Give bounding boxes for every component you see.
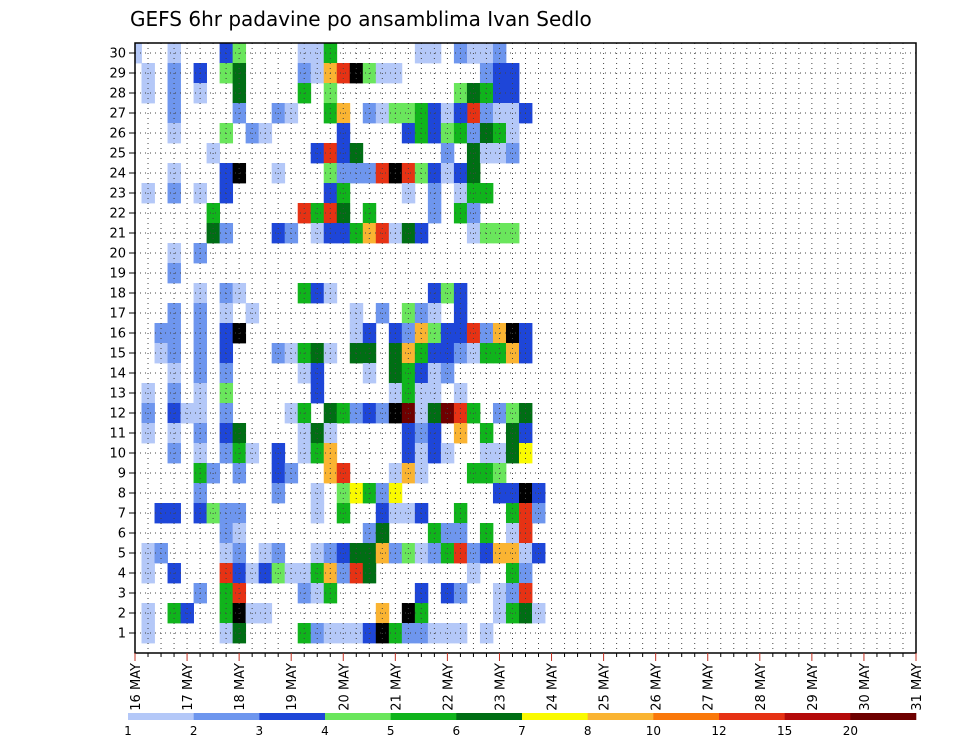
y-tick-label: 20 — [109, 247, 126, 262]
x-axis-ticks: 16 MAY 17 MAY 18 MAY 19 MAY 20 MAY 21 MAY 22 M… — [129, 653, 925, 711]
legend-label: 4 — [321, 724, 329, 738]
y-tick-label: 26 — [109, 127, 126, 142]
y-tick-label: 10 — [109, 447, 126, 462]
y-tick-label: 13 — [109, 387, 126, 402]
y-tick-label: 1 — [118, 627, 126, 642]
x-tick-label: 31 MAY — [910, 663, 925, 711]
x-tick-label: 29 MAY — [806, 663, 821, 711]
legend-swatch — [784, 713, 851, 720]
y-tick-label: 6 — [118, 527, 126, 542]
chart-title: GEFS 6hr padavine po ansamblima Ivan Sed… — [130, 7, 592, 31]
color-legend: 1 2 3 4 5 6 7 8 10 12 15 20 — [124, 713, 917, 738]
legend-label: 7 — [518, 724, 526, 738]
y-tick-label: 3 — [118, 587, 126, 602]
x-tick-label: 19 MAY — [285, 663, 300, 711]
y-tick-label: 11 — [109, 427, 126, 442]
legend-label: 3 — [256, 724, 264, 738]
heatmap-cell — [135, 43, 142, 64]
legend-swatch — [456, 713, 523, 720]
y-tick-label: 8 — [118, 487, 126, 502]
y-tick-label: 2 — [118, 607, 126, 622]
legend-swatch — [259, 713, 326, 720]
y-tick-label: 18 — [109, 287, 126, 302]
dotted-grid — [135, 43, 916, 653]
x-tick-label: 27 MAY — [702, 663, 717, 711]
x-tick-label: 21 MAY — [389, 663, 404, 711]
legend-swatch — [128, 713, 194, 720]
y-tick-label: 28 — [109, 87, 126, 102]
x-tick-label: 17 MAY — [181, 663, 196, 711]
y-tick-label: 7 — [118, 507, 126, 522]
y-tick-label: 22 — [109, 207, 126, 222]
legend-label: 2 — [190, 724, 198, 738]
legend-swatch — [390, 713, 457, 720]
legend-label: 10 — [646, 724, 661, 738]
y-tick-label: 27 — [109, 107, 126, 122]
x-tick-label: 28 MAY — [754, 663, 769, 711]
x-tick-label: 16 MAY — [129, 663, 144, 711]
legend-label: 15 — [777, 724, 792, 738]
x-tick-label: 24 MAY — [546, 663, 561, 711]
legend-swatch — [587, 713, 654, 720]
legend-label: 1 — [124, 724, 132, 738]
x-tick-label: 20 MAY — [337, 663, 352, 711]
x-tick-label: 25 MAY — [598, 663, 613, 711]
x-tick-label: 26 MAY — [650, 663, 665, 711]
y-tick-label: 24 — [109, 167, 126, 182]
y-tick-label: 14 — [109, 367, 126, 382]
x-tick-label: 23 MAY — [493, 663, 508, 711]
legend-swatch — [850, 713, 917, 720]
legend-label: 12 — [711, 724, 726, 738]
y-tick-label: 23 — [109, 187, 126, 202]
y-tick-label: 16 — [109, 327, 126, 342]
legend-label: 6 — [453, 724, 461, 738]
legend-swatch — [653, 713, 720, 720]
x-tick-label: 30 MAY — [858, 663, 873, 711]
legend-label: 20 — [843, 724, 858, 738]
legend-swatch — [522, 713, 588, 720]
y-tick-label: 30 — [109, 47, 126, 62]
x-tick-label: 22 MAY — [441, 663, 456, 711]
y-tick-label: 29 — [109, 67, 126, 82]
y-axis-ticks: 1234567891011121314151617181920212223242… — [109, 47, 135, 642]
x-tick-label: 18 MAY — [233, 663, 248, 711]
legend-swatch — [325, 713, 391, 720]
legend-label: 5 — [387, 724, 395, 738]
y-tick-label: 17 — [109, 307, 126, 322]
y-tick-label: 12 — [109, 407, 126, 422]
y-tick-label: 15 — [109, 347, 126, 362]
y-tick-label: 9 — [118, 467, 126, 482]
legend-swatch — [193, 713, 260, 720]
legend-swatch — [719, 713, 785, 720]
y-tick-label: 21 — [109, 227, 126, 242]
y-tick-label: 25 — [109, 147, 126, 162]
y-tick-label: 4 — [118, 567, 126, 582]
legend-label: 8 — [584, 724, 592, 738]
y-tick-label: 19 — [109, 267, 126, 282]
y-tick-label: 5 — [118, 547, 126, 562]
